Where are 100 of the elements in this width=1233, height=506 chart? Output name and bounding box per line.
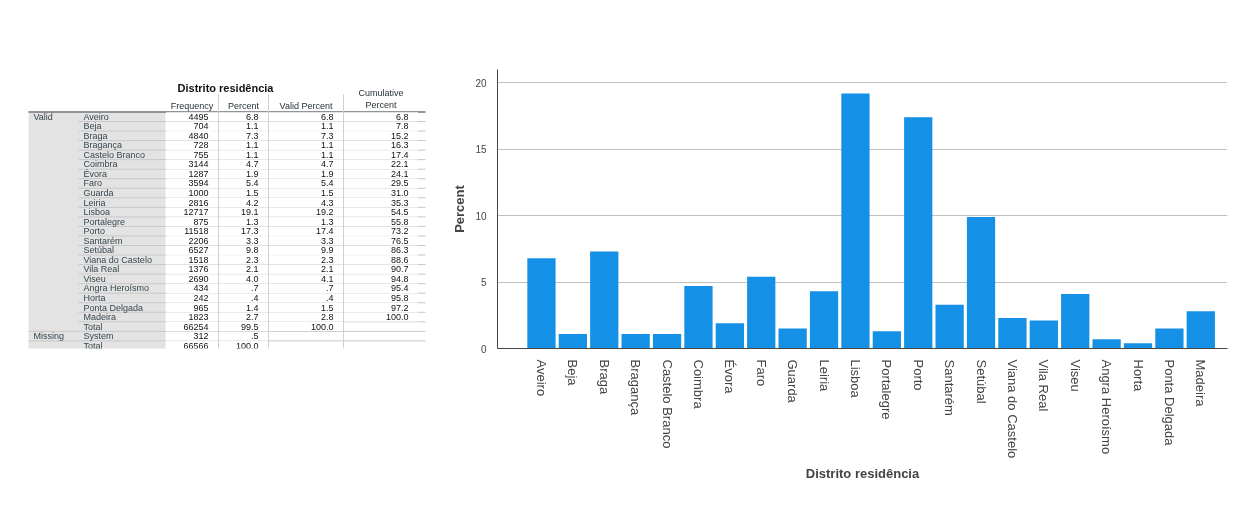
text: Valid [33, 111, 53, 122]
data-label: 12717 [183, 207, 209, 218]
y-tick-label: Horta [83, 292, 106, 303]
data-label: 1.3 [245, 216, 259, 227]
y-tick-label: Guarda [83, 188, 114, 199]
x-tick-label: Braga [596, 359, 612, 395]
data-label: 1.5 [320, 302, 334, 313]
x-tick-label: Faro [753, 359, 769, 387]
x-tick-label: Leiria [816, 359, 832, 393]
y-tick-label: Lisboa [83, 207, 111, 218]
x-tick-label: Santarém [942, 359, 958, 416]
y-tick-label: Santarém [83, 235, 123, 246]
data-label: 2690 [188, 273, 209, 284]
data-label: 1376 [188, 264, 209, 275]
data-label: 4.1 [320, 273, 334, 284]
data-label: 1.1 [320, 121, 334, 132]
bar [841, 93, 870, 349]
x-tick-label: Viana do Castelo [1004, 359, 1020, 459]
data-label: 4.0 [245, 273, 259, 284]
data-label: 6.8 [320, 111, 334, 122]
x-tick-label: Valid Percent [279, 100, 333, 111]
data-label: 95.4 [390, 283, 409, 294]
bar [684, 286, 713, 349]
data-label: 3.3 [245, 235, 259, 246]
y-tick-label: 20 [475, 77, 487, 89]
y-tick-label: Total [83, 321, 103, 332]
data-label: 100.0 [385, 312, 409, 323]
data-label: 5.4 [245, 178, 259, 189]
data-label: 9.8 [245, 245, 259, 256]
bar [1029, 320, 1058, 349]
y-tick-label: Total [83, 340, 103, 351]
data-label: 1.1 [245, 140, 259, 151]
data-label: 3.3 [320, 235, 334, 246]
data-label: 73.2 [390, 226, 409, 237]
bar [935, 304, 964, 349]
bar [1061, 294, 1090, 349]
data-label: 97.2 [390, 302, 409, 313]
data-label: 1.1 [245, 149, 259, 160]
bar [966, 216, 996, 349]
x-tick-label: Setúbal [973, 359, 989, 404]
x-tick-label: Cumulative Percent [358, 88, 404, 111]
y-tick-label: Aveiro [83, 111, 109, 122]
bar [590, 251, 619, 349]
x-axis-title: Distrito residência [805, 466, 920, 482]
y-tick-label: Beja [83, 121, 102, 132]
y-tick-label: 10 [475, 210, 487, 222]
x-tick-label: Frequency [170, 100, 214, 111]
x-tick-label: Lisboa [847, 359, 863, 399]
y-tick-label: Faro [83, 178, 103, 189]
data-label: 24.1 [390, 168, 409, 179]
data-label: 1287 [188, 168, 209, 179]
x-tick-label: Viseu [1067, 359, 1083, 392]
y-tick-label: Angra Heroísmo [83, 283, 150, 294]
data-label: 94.8 [390, 273, 409, 284]
data-label: 76.5 [390, 235, 409, 246]
bar [998, 317, 1027, 349]
y-tick-label: Leiria [83, 197, 106, 208]
data-label: 1518 [188, 254, 209, 265]
data-label: 17.4 [315, 226, 334, 237]
bar [1186, 311, 1215, 349]
data-label: 35.3 [390, 197, 409, 208]
data-label: 4840 [188, 130, 209, 141]
y-tick-label: Portalegre [83, 216, 126, 227]
data-label: 1.3 [320, 216, 334, 227]
data-label: 1.1 [320, 140, 334, 151]
data-label: 100.0 [310, 321, 334, 332]
data-label: 19.2 [315, 207, 334, 218]
y-tick-label: Porto [83, 226, 106, 237]
y-tick-label: Vila Real [83, 264, 120, 275]
y-tick-label: Coimbra [83, 159, 118, 170]
x-tick-label: Castelo Branco [659, 359, 675, 449]
data-label: 312 [193, 331, 209, 342]
data-label: 755 [193, 149, 209, 160]
y-tick-label: Évora [83, 168, 108, 179]
data-label: 16.3 [390, 140, 409, 151]
data-label: 1823 [188, 312, 209, 323]
bar [621, 333, 650, 349]
y-tick-label: Setúbal [83, 245, 115, 256]
x-tick-label: Vila Real [1036, 359, 1052, 412]
data-label: 1.5 [320, 188, 334, 199]
data-label: .5 [250, 331, 259, 342]
data-label: 17.4 [390, 149, 409, 160]
bar [715, 323, 744, 349]
data-label: 17.3 [240, 226, 259, 237]
data-label: 11518 [184, 226, 209, 237]
data-label: 434 [193, 283, 209, 294]
data-label: 6527 [188, 245, 209, 256]
x-tick-label: Portalegre [879, 359, 895, 420]
bar [558, 333, 587, 349]
y-tick-label: 5 [480, 277, 487, 289]
data-label: 19.1 [240, 207, 259, 218]
x-tick-label: Percent [227, 100, 260, 111]
data-label: 2.1 [320, 264, 334, 275]
data-label: 2.8 [320, 312, 334, 323]
x-tick-label: Évora [722, 359, 738, 395]
x-tick-label: Coimbra [690, 359, 706, 410]
data-label: 4.3 [320, 197, 334, 208]
chart-title: Distrito residência [177, 82, 275, 95]
data-label: 875 [193, 216, 209, 227]
data-label: 4.7 [320, 159, 334, 170]
